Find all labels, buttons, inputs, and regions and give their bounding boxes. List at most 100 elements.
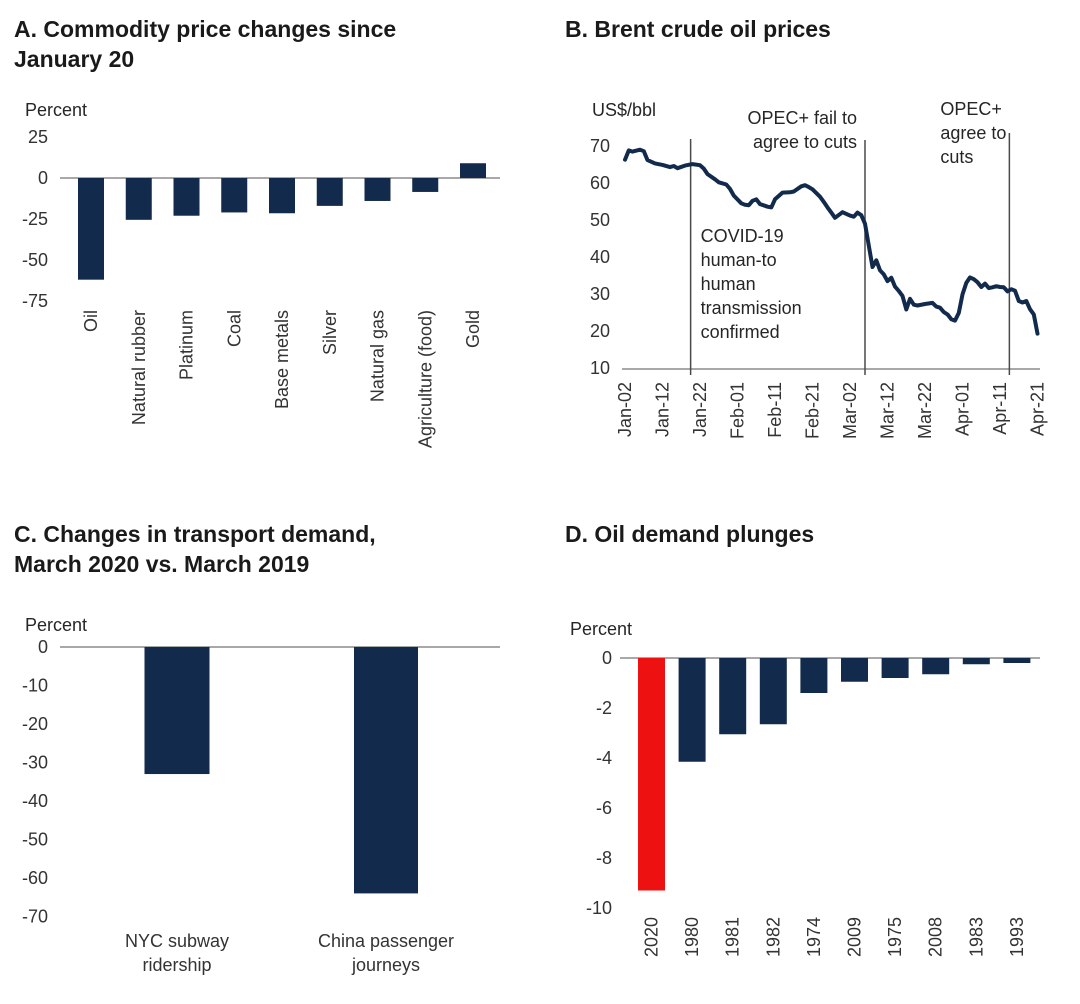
bar-china-passenger-journeys — [354, 647, 418, 894]
y-axis-unit-label: Percent — [25, 615, 87, 635]
x-tick-label-apr-21: Apr-21 — [1028, 382, 1048, 436]
annotation-covid-19-human-to-human-transmission-confirmed: human-to — [701, 250, 777, 270]
x-tick-label-apr-01: Apr-01 — [953, 382, 973, 436]
panel-c-title-line2: March 2020 vs. March 2019 — [14, 551, 310, 577]
x-category-label-nyc-subway-ridership: NYC subway — [125, 931, 229, 951]
x-category-label-china-passenger-journeys: journeys — [351, 955, 420, 975]
price-line-brent-crude-oil-price — [623, 147, 1040, 336]
panel-c-transport-demand: Percent 0 -10 -20 -30 -40 -50 -60 -70 NYC subway r… — [0, 505, 540, 1004]
x-category-label-coal: Coal — [224, 310, 244, 347]
annotation-opec-agree-to-cuts: cuts — [940, 147, 973, 167]
y-tick-label: 10 — [590, 358, 610, 378]
x-category-label-1974: 1974 — [804, 917, 824, 957]
bar-1982 — [759, 658, 787, 725]
x-tick-label-feb-01: Feb-01 — [728, 382, 748, 439]
panel-a-title-line1: A. Commodity price changes since — [14, 16, 397, 42]
panel-d-title-line1: D. Oil demand plunges — [565, 521, 815, 547]
y-tick-label: 20 — [590, 321, 610, 341]
y-tick-label: -2 — [596, 698, 612, 718]
y-tick-label: -10 — [22, 676, 48, 696]
panel-b-brent-prices: US$/bbl 70 60 50 40 30 20 10 Jan-02 Jan-12 Jan-22 F… — [540, 0, 1080, 505]
x-category-label-natural-rubber: Natural rubber — [129, 310, 149, 425]
bar-base-metals — [269, 178, 295, 214]
bar-1993 — [1003, 658, 1031, 663]
bar-2008 — [922, 658, 950, 675]
y-tick-label: -50 — [22, 830, 48, 850]
x-category-label-1975: 1975 — [885, 917, 905, 957]
y-tick-label: 0 — [38, 168, 48, 188]
x-category-label-china-passenger-journeys: China passenger — [318, 931, 454, 951]
panel-d-title: D. Oil demand plunges — [565, 519, 1070, 549]
x-category-label-platinum: Platinum — [177, 310, 197, 380]
y-tick-label: -25 — [22, 209, 48, 229]
y-tick-label: 30 — [590, 284, 610, 304]
bar-1975 — [881, 658, 909, 678]
x-tick-label-feb-11: Feb-11 — [765, 382, 785, 438]
panel-d-oil-demand: Percent 0 -2 -4 -6 -8 -10 2020 1980 1981 1982 1974 2… — [540, 505, 1080, 1004]
panel-b-title-line1: B. Brent crude oil prices — [565, 16, 831, 42]
y-tick-label: -4 — [596, 748, 612, 768]
x-category-label-1980: 1980 — [682, 917, 702, 957]
panel-a-chart: Percent 25 0 -25 -50 -75 Oil Natural rubber Plat… — [22, 100, 500, 448]
annotation-opec-agree-to-cuts: agree to — [940, 123, 1006, 143]
bar-natural-gas — [364, 178, 391, 201]
y-tick-label: -20 — [22, 714, 48, 734]
bar-gold — [460, 163, 486, 178]
y-tick-label: -75 — [22, 291, 48, 311]
x-tick-label-feb-21: Feb-21 — [803, 382, 823, 439]
bar-1980 — [678, 658, 706, 762]
x-tick-label-jan-02: Jan-02 — [615, 382, 635, 437]
y-tick-label: -8 — [596, 848, 612, 868]
x-category-label-1982: 1982 — [763, 917, 783, 957]
x-category-label-gold: Gold — [463, 310, 483, 348]
annotation-opec-fail-to-agree-to-cuts: OPEC+ fail to — [747, 108, 857, 128]
bar-oil — [78, 178, 104, 280]
annotation-covid-19-human-to-human-transmission-confirmed: human — [701, 274, 756, 294]
x-tick-label-jan-22: Jan-22 — [690, 382, 710, 437]
y-tick-label: -60 — [22, 868, 48, 888]
bar-agriculture-food — [412, 178, 439, 192]
x-category-label-agriculture-food: Agriculture (food) — [415, 310, 435, 448]
x-tick-label-mar-22: Mar-22 — [915, 382, 935, 439]
bar-1981 — [719, 658, 747, 735]
y-tick-label: 40 — [590, 247, 610, 267]
x-category-label-1993: 1993 — [1007, 917, 1027, 957]
annotation-covid-19-human-to-human-transmission-confirmed: COVID-19 — [701, 226, 784, 246]
y-axis-unit-label: Percent — [570, 619, 632, 639]
x-tick-label-mar-02: Mar-02 — [840, 382, 860, 439]
x-category-label-nyc-subway-ridership: ridership — [142, 955, 211, 975]
x-category-label-1983: 1983 — [966, 917, 986, 957]
x-category-label-natural-gas: Natural gas — [368, 310, 388, 402]
y-tick-label: 25 — [28, 127, 48, 147]
bar-platinum — [173, 178, 200, 216]
bar-silver — [316, 178, 343, 206]
y-tick-label: 0 — [602, 648, 612, 668]
annotation-opec-agree-to-cuts: OPEC+ — [940, 99, 1002, 119]
panel-b-title: B. Brent crude oil prices — [565, 14, 1070, 44]
bar-2009 — [841, 658, 868, 682]
bar-nyc-subway-ridership — [144, 647, 210, 775]
bar-1983 — [962, 658, 990, 665]
x-category-label-base-metals: Base metals — [272, 310, 292, 409]
y-tick-label: 0 — [38, 637, 48, 657]
bar-coal — [221, 178, 248, 213]
y-tick-label: 70 — [590, 136, 610, 156]
panel-c-title: C. Changes in transport demand, March 20… — [14, 519, 519, 579]
y-tick-label: -70 — [22, 907, 48, 927]
panel-d-chart: Percent 0 -2 -4 -6 -8 -10 2020 1980 1981 1982 1974 2… — [570, 619, 1040, 957]
y-tick-label: -30 — [22, 753, 48, 773]
x-category-label-2009: 2009 — [845, 917, 865, 957]
x-tick-label-mar-12: Mar-12 — [878, 382, 898, 439]
y-axis-unit-label: US$/bbl — [592, 100, 656, 120]
panel-a-commodity-prices: Percent 25 0 -25 -50 -75 Oil Natural rubber Plat… — [0, 0, 540, 505]
x-category-label-silver: Silver — [320, 310, 340, 355]
x-category-label-2020: 2020 — [642, 917, 662, 957]
annotation-covid-19-human-to-human-transmission-confirmed: transmission — [701, 298, 802, 318]
bar-1974 — [800, 658, 828, 693]
x-tick-label-jan-12: Jan-12 — [653, 382, 673, 437]
x-category-label-2008: 2008 — [926, 917, 946, 957]
y-tick-label: -50 — [22, 250, 48, 270]
annotation-opec-fail-to-agree-to-cuts: agree to cuts — [753, 132, 857, 152]
